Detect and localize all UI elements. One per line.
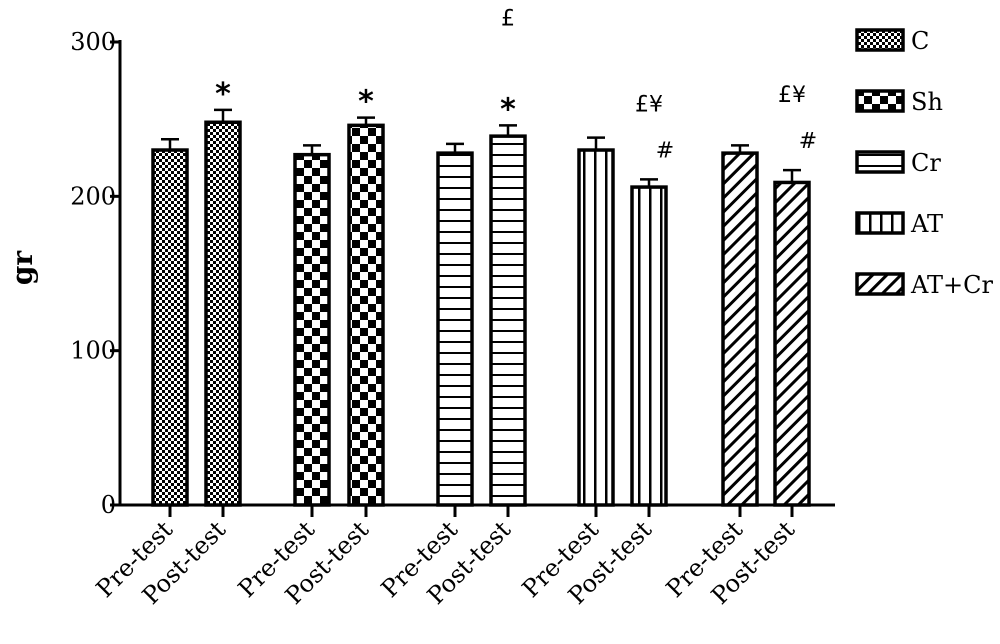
bar-AT+Cr-Post-test: # £¥ — [773, 83, 817, 507]
legend-entry-Sh: Sh — [855, 88, 943, 116]
legend-entry-Cr: Cr — [855, 149, 941, 177]
legend-label: Sh — [911, 88, 943, 116]
bar — [577, 148, 615, 507]
bar-C-Pre-test — [151, 137, 189, 507]
significance-mark: £¥ — [635, 92, 663, 117]
bar — [721, 151, 759, 507]
y-tick-label: 300 — [70, 28, 116, 56]
legend-swatch — [855, 211, 905, 235]
legend-entry-AT: AT — [855, 210, 943, 238]
y-tick-label: 100 — [70, 337, 116, 365]
significance-mark: £ — [501, 6, 515, 31]
legend-swatch — [855, 89, 905, 113]
legend-entry-AT+Cr: AT+Cr — [855, 271, 994, 299]
bar — [489, 134, 527, 507]
legend-label: Cr — [911, 149, 941, 177]
bar-AT-Post-test: # £¥ — [630, 92, 674, 507]
bar-AT-Pre-test — [577, 136, 615, 507]
legend-label: AT+Cr — [910, 271, 994, 299]
bar-Cr-Post-test: *£ — [489, 6, 527, 507]
bar-AT+Cr-Pre-test — [721, 144, 759, 507]
legend-label: C — [911, 27, 929, 55]
bar — [630, 185, 668, 507]
bar — [436, 151, 474, 507]
legend-swatch — [855, 272, 905, 296]
significance-mark: * — [500, 92, 516, 127]
bar-C-Post-test: * — [204, 77, 242, 507]
y-tick-label: 0 — [101, 491, 116, 519]
significance-mark: # — [656, 138, 674, 163]
significance-mark: * — [215, 77, 231, 112]
y-axis: 0 100 200 300 — [70, 28, 122, 519]
legend: C Sh Cr AT AT+Cr — [855, 27, 994, 299]
significance-mark: # — [799, 129, 817, 154]
legend-swatch — [855, 28, 905, 52]
bar — [293, 152, 331, 507]
bar — [151, 148, 189, 507]
bar-Sh-Post-test: * — [347, 85, 385, 507]
bar — [773, 180, 811, 507]
y-tick-label: 200 — [70, 182, 116, 210]
legend-swatch — [855, 150, 905, 174]
legend-label: AT — [910, 210, 943, 238]
y-axis-label: gr — [6, 250, 39, 286]
significance-mark: £¥ — [778, 83, 806, 108]
bar — [347, 123, 385, 507]
bars-layer: * * *£#£¥#£¥ — [151, 6, 817, 507]
bar-Sh-Pre-test — [293, 144, 331, 507]
legend-entry-C: C — [855, 27, 929, 55]
significance-mark: * — [358, 85, 374, 120]
bar-Cr-Pre-test — [436, 142, 474, 507]
bar — [204, 120, 242, 507]
